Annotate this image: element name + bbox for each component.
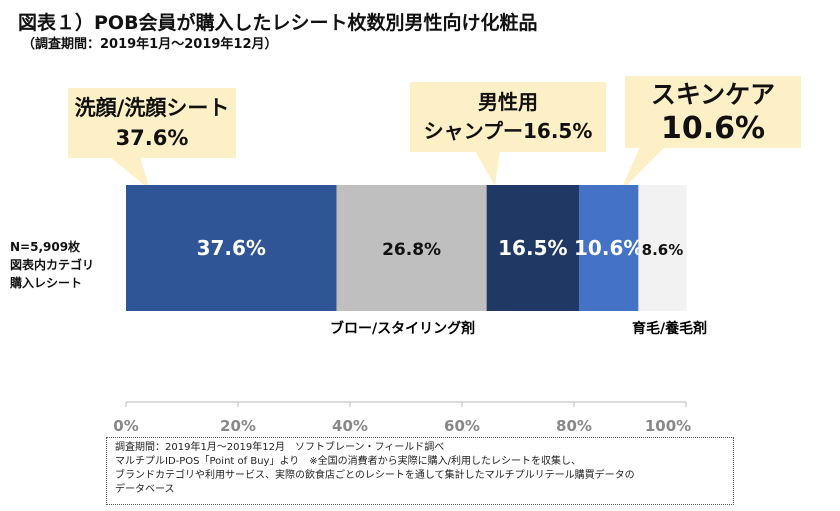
callout-face-wash-value: 37.6% bbox=[115, 126, 189, 150]
note-line: 調査期間：2019年1月～2019年12月 ソフトブレーン・フィールド調べ bbox=[115, 442, 445, 453]
data-label: 16.5% bbox=[498, 236, 567, 260]
callout-skincare-name: スキンケア bbox=[650, 80, 776, 109]
callout-shampoo: 男性用 シャンプー16.5% bbox=[410, 82, 606, 152]
bar-segment bbox=[336, 185, 487, 311]
category-label-n: N=5,909枚 bbox=[10, 240, 81, 254]
tick-label: 0% bbox=[113, 417, 139, 435]
note-line: データベース bbox=[115, 484, 175, 495]
tick-label: 80% bbox=[556, 417, 592, 435]
callout-skincare-value: 10.6% bbox=[660, 111, 766, 146]
bar-segment bbox=[579, 185, 639, 311]
data-label: 37.6% bbox=[197, 236, 266, 260]
data-label: 10.6% bbox=[574, 236, 643, 260]
callout-tail bbox=[110, 157, 150, 190]
callout-skincare: スキンケア 10.6% bbox=[625, 76, 801, 148]
label-styling: ブロー/スタイリング剤 bbox=[330, 321, 476, 337]
tick-label: 100% bbox=[644, 417, 692, 435]
note-line: マルチプルID-POS「Point of Buy」より ※全国の消費者から実際に… bbox=[115, 456, 581, 467]
chart-title: 図表１）POB会員が購入したレシート枚数別男性向け化粧品 bbox=[18, 12, 538, 34]
bar-segment bbox=[486, 185, 580, 311]
callout-tail bbox=[475, 151, 500, 186]
callout-tail bbox=[620, 147, 665, 192]
callout-face-wash-name: 洗顔/洗顔シート bbox=[74, 96, 230, 120]
category-label-cat: 図表内カテゴリ bbox=[10, 258, 95, 272]
source-note: 調査期間：2019年1月～2019年12月 ソフトブレーン・フィールド調べ マル… bbox=[106, 437, 734, 505]
category-label-receipt: 購入レシート bbox=[10, 276, 83, 290]
chart-subtitle: （調査期間：2019年1月～2019年12月） bbox=[22, 37, 278, 52]
data-label: 26.8% bbox=[382, 240, 441, 260]
tick-label: 20% bbox=[220, 417, 256, 435]
bar-segment bbox=[638, 185, 687, 311]
callout-face-wash: 洗顔/洗顔シート 37.6% bbox=[68, 88, 236, 158]
bar-segment bbox=[126, 185, 337, 311]
note-line: ブランドカテゴリや利用サービス、実際の飲食店ごとのレシートを通して集計したマルチ… bbox=[115, 470, 635, 481]
data-label: 8.6% bbox=[642, 241, 684, 259]
tick-label: 60% bbox=[444, 417, 480, 435]
callout-shampoo-value: シャンプー16.5% bbox=[423, 119, 593, 143]
tick-label: 40% bbox=[332, 417, 368, 435]
callout-shampoo-name: 男性用 bbox=[478, 90, 538, 114]
label-hair-growth: 育毛/養毛剤 bbox=[632, 321, 708, 337]
